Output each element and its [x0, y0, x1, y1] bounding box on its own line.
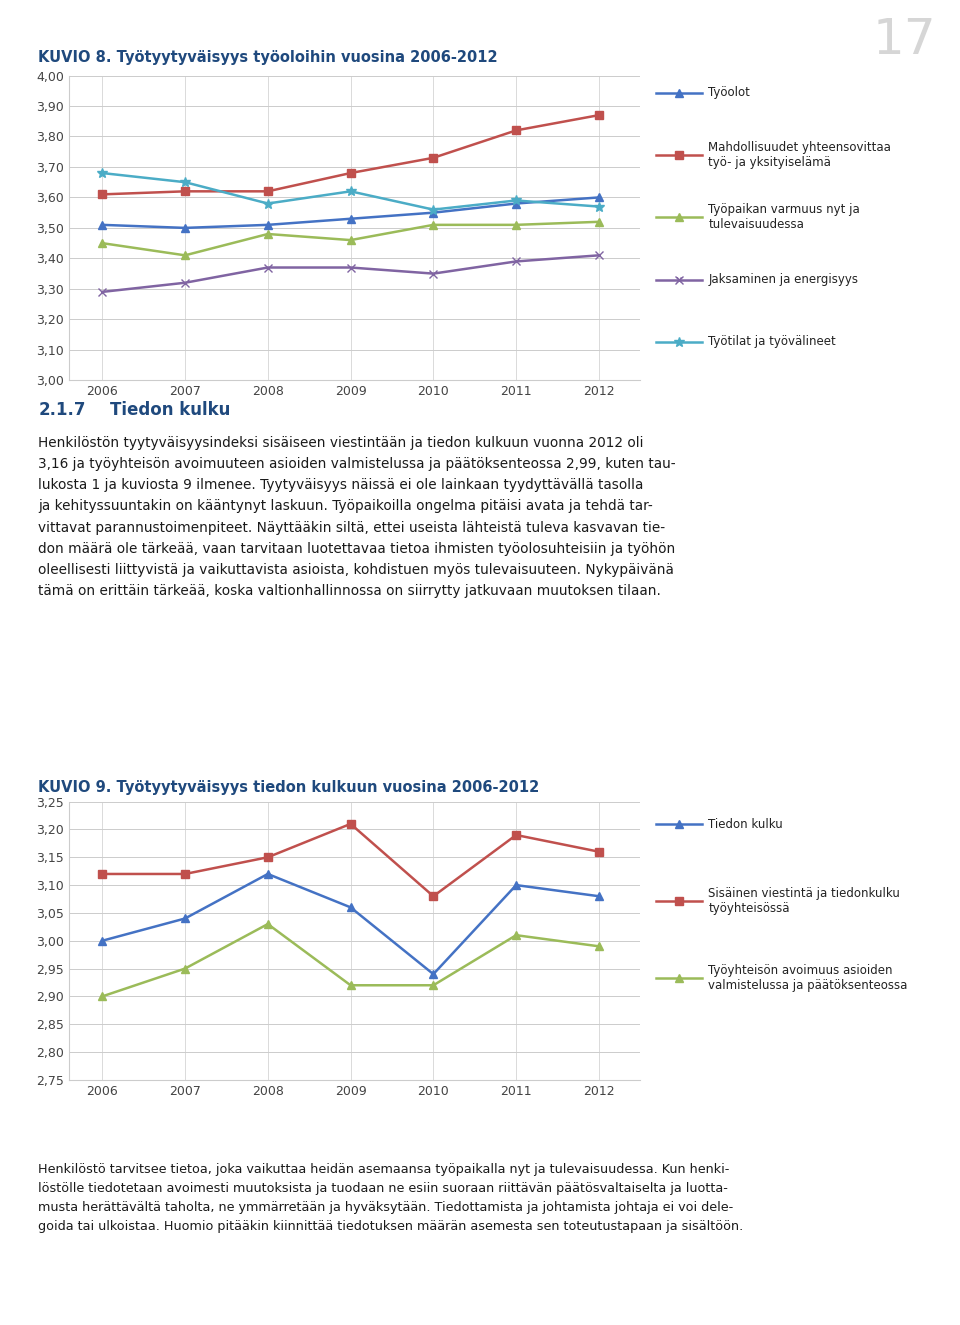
Text: Tiedon kulku: Tiedon kulku — [708, 818, 783, 831]
Text: Työtilat ja työvälineet: Työtilat ja työvälineet — [708, 335, 836, 348]
Text: x: x — [676, 274, 682, 285]
Text: 17: 17 — [873, 16, 936, 64]
Text: Sisäinen viestintä ja tiedonkulku
työyhteisössä: Sisäinen viestintä ja tiedonkulku työyht… — [708, 886, 900, 916]
Text: Tiedon kulku: Tiedon kulku — [110, 401, 230, 420]
Text: Työyhteisön avoimuus asioiden
valmistelussa ja päätöksenteossa: Työyhteisön avoimuus asioiden valmistelu… — [708, 963, 908, 992]
Text: Mahdollisuudet yhteensovittaa
työ- ja yksityiselämä: Mahdollisuudet yhteensovittaa työ- ja yk… — [708, 140, 891, 170]
Text: Jaksaminen ja energisyys: Jaksaminen ja energisyys — [708, 273, 858, 286]
Text: 2.1.7: 2.1.7 — [38, 401, 85, 420]
Text: KUVIO 9. Työtyytyväisyys tiedon kulkuun vuosina 2006-2012: KUVIO 9. Työtyytyväisyys tiedon kulkuun … — [38, 780, 540, 795]
Text: Työolot: Työolot — [708, 86, 751, 99]
Text: Henkilöstön tyytyväisyysindeksi sisäiseen viestintään ja tiedon kulkuun vuonna 2: Henkilöstön tyytyväisyysindeksi sisäisee… — [38, 436, 676, 598]
Text: Henkilöstö tarvitsee tietoa, joka vaikuttaa heidän asemaansa työpaikalla nyt ja : Henkilöstö tarvitsee tietoa, joka vaikut… — [38, 1163, 744, 1234]
Text: Työpaikan varmuus nyt ja
tulevaisuudessa: Työpaikan varmuus nyt ja tulevaisuudessa — [708, 203, 860, 232]
Text: KUVIO 8. Työtyytyväisyys työoloihin vuosina 2006-2012: KUVIO 8. Työtyytyväisyys työoloihin vuos… — [38, 50, 498, 65]
